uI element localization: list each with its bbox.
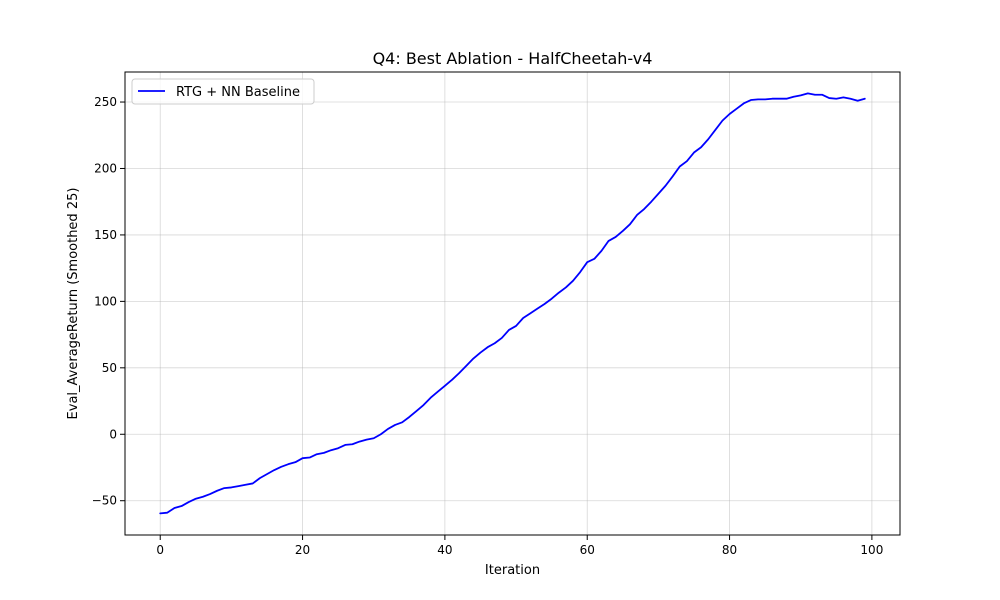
y-tick-label: 200 [94,161,117,175]
y-tick-label: 150 [94,228,117,242]
x-tick-label: 100 [860,543,883,557]
y-tick-label: 0 [109,427,117,441]
chart-title: Q4: Best Ablation - HalfCheetah-v4 [373,49,653,68]
x-axis-label: Iteration [485,563,540,578]
legend-label: RTG + NN Baseline [176,85,300,100]
plot-frame [124,71,901,536]
x-tick-label: 80 [722,543,737,557]
y-tick-label: 100 [94,294,117,308]
x-tick-label: 60 [580,543,595,557]
y-tick-label: −50 [92,494,117,508]
axis-ticks: 0 20 40 60 80 100 −50 0 50 100 150 200 250 [92,95,884,557]
y-tick-label: 250 [94,95,117,109]
x-tick-label: 20 [295,543,310,557]
grid [125,72,900,535]
y-axis-label: Eval_AverageReturn (Smoothed 25) [66,188,81,420]
series-layer [159,92,866,515]
legend-box [131,78,315,105]
series-line [159,92,866,515]
legend: RTG + NN Baseline [131,78,315,105]
x-tick-label: 40 [437,543,452,557]
y-tick-label: 50 [102,361,117,375]
x-tick-label: 0 [156,543,164,557]
